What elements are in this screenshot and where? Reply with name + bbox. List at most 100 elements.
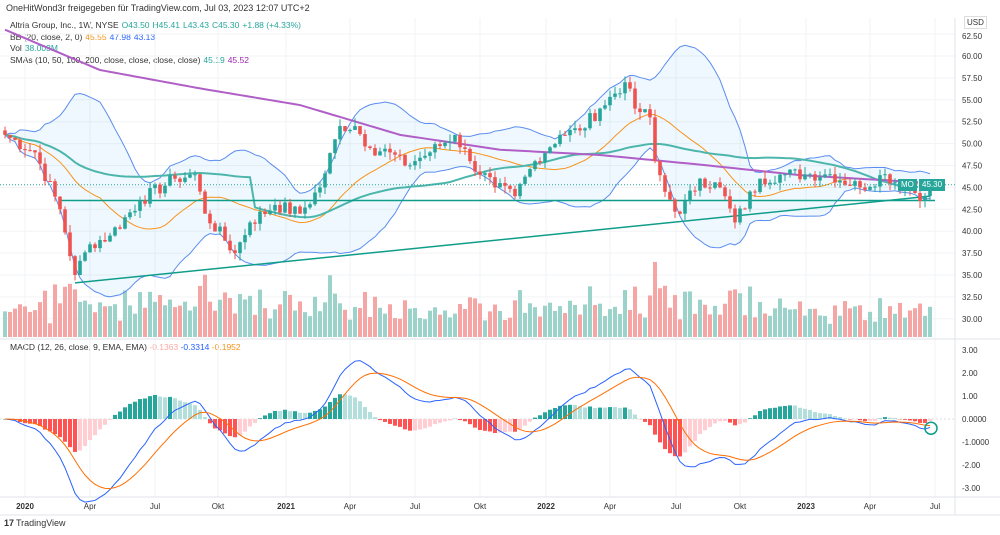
candle bbox=[133, 204, 137, 217]
candle bbox=[848, 178, 852, 187]
macd-histogram-bar bbox=[128, 403, 132, 419]
candle-body bbox=[748, 191, 752, 209]
macd-histogram-bar bbox=[438, 419, 442, 423]
candle-body bbox=[213, 223, 217, 232]
volume-bar bbox=[353, 306, 357, 337]
candle bbox=[803, 167, 807, 181]
candle-body bbox=[418, 157, 422, 162]
bb-legend[interactable]: BB (20, close, 2, 0) 45.55 47.98 43.13 bbox=[10, 32, 304, 44]
candle-body bbox=[118, 227, 122, 229]
macd-histogram-bar bbox=[588, 406, 592, 419]
volume-bar bbox=[853, 306, 857, 337]
volume-bar bbox=[643, 317, 647, 337]
candle bbox=[878, 169, 882, 193]
candle bbox=[813, 170, 817, 187]
macd-histogram-bar bbox=[788, 405, 792, 419]
candle-body bbox=[758, 178, 762, 193]
volume-bar bbox=[153, 301, 157, 337]
macd-histogram-bar bbox=[103, 419, 107, 425]
candle-body bbox=[688, 190, 692, 201]
candle-body bbox=[8, 134, 12, 138]
candle-body bbox=[53, 181, 57, 197]
candle-body bbox=[113, 227, 117, 236]
candle bbox=[563, 130, 567, 136]
volume-bar bbox=[838, 315, 842, 337]
volume-bar bbox=[368, 317, 372, 337]
candle bbox=[573, 120, 577, 134]
macd-legend[interactable]: MACD (12, 26, close, 9, EMA, EMA) -0.136… bbox=[10, 342, 241, 352]
macd-histogram-bar bbox=[423, 419, 427, 429]
volume-bar bbox=[558, 306, 562, 337]
candle-body bbox=[268, 210, 272, 215]
macd-histogram-bar bbox=[583, 407, 587, 419]
macd-histogram-bar bbox=[488, 419, 492, 432]
symbol-legend[interactable]: Altria Group, Inc., 1W, NYSE O43.50 H45.41… bbox=[10, 20, 304, 32]
candle bbox=[178, 176, 182, 189]
vol-legend[interactable]: Vol 38.003M bbox=[10, 43, 304, 55]
candle bbox=[608, 90, 612, 111]
candle-body bbox=[463, 147, 467, 149]
volume-bar bbox=[143, 307, 147, 337]
volume-bar bbox=[543, 305, 547, 337]
macd-histogram-bar bbox=[118, 411, 122, 419]
macd-histogram-bar bbox=[418, 419, 422, 430]
macd-tick-label: 2.00 bbox=[962, 369, 978, 378]
candle bbox=[453, 134, 457, 145]
macd-histogram-bar bbox=[543, 412, 547, 419]
tradingview-logo[interactable]: 17 TradingView bbox=[4, 518, 66, 528]
volume-bar bbox=[818, 315, 822, 337]
macd-histogram-bar bbox=[328, 402, 332, 419]
macd-histogram-bar bbox=[538, 415, 542, 419]
macd-histogram-bar bbox=[658, 419, 662, 443]
volume-bar bbox=[808, 308, 812, 337]
volume-bar bbox=[728, 290, 732, 337]
candle-body bbox=[388, 148, 392, 153]
candle-body bbox=[703, 178, 707, 188]
volume-bar bbox=[513, 300, 517, 337]
price-tick-label: 45.00 bbox=[962, 183, 983, 192]
time-tick-label: 2021 bbox=[277, 502, 295, 511]
candle-body bbox=[583, 128, 587, 131]
candle-body bbox=[58, 196, 62, 210]
candle-body bbox=[228, 240, 232, 251]
candle bbox=[553, 142, 557, 149]
candle-body bbox=[88, 244, 92, 253]
price-axis: 62.50 60.00 57.50 55.00 52.50 50.00 47.50 45.00… bbox=[962, 32, 983, 324]
candle bbox=[763, 171, 767, 188]
volume-bar bbox=[753, 317, 757, 337]
candle bbox=[238, 241, 242, 261]
currency-button[interactable]: USD bbox=[964, 16, 987, 29]
volume-bar bbox=[708, 314, 712, 337]
sma-legend[interactable]: SMAs (10, 50, 100, 200, close, close, cl… bbox=[10, 55, 304, 67]
candle-body bbox=[133, 210, 137, 213]
candle bbox=[193, 170, 197, 181]
candle-body bbox=[13, 137, 17, 140]
price-tick-label: 62.50 bbox=[962, 32, 983, 41]
candle-body bbox=[318, 187, 322, 193]
candle bbox=[618, 88, 622, 99]
candle bbox=[528, 167, 532, 178]
bb-label: BB (20, close, 2, 0) bbox=[10, 31, 83, 42]
macd-histogram-bar bbox=[43, 419, 47, 430]
volume-bar bbox=[748, 286, 752, 337]
volume-bar bbox=[888, 306, 892, 337]
candle-body bbox=[513, 188, 517, 197]
candle bbox=[228, 234, 232, 254]
volume-bar bbox=[18, 304, 22, 337]
candle bbox=[513, 185, 517, 200]
candle-body bbox=[48, 181, 52, 183]
candle-body bbox=[743, 208, 747, 210]
candle bbox=[653, 109, 657, 164]
macd-histogram-bar bbox=[673, 419, 677, 457]
candle bbox=[423, 148, 427, 160]
candle-body bbox=[538, 161, 542, 163]
volume-bar bbox=[578, 314, 582, 337]
candle bbox=[643, 109, 647, 113]
macd-histogram-bar bbox=[393, 419, 397, 426]
macd-histogram-bar bbox=[58, 419, 62, 438]
candle bbox=[28, 143, 32, 152]
macd-histogram-bar bbox=[203, 417, 207, 419]
volume-bar bbox=[213, 310, 217, 337]
candle-body bbox=[403, 154, 407, 166]
